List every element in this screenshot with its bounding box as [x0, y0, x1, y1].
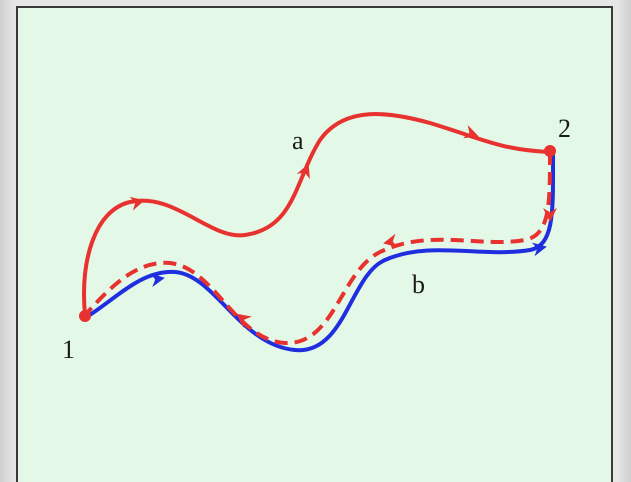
- path-b-curve: [83, 151, 556, 353]
- return-arrow-2: [383, 233, 399, 248]
- label-path-a: a: [292, 126, 304, 155]
- return-path-dashed: [83, 151, 552, 346]
- path-a-curve: [82, 112, 551, 316]
- label-path-b: b: [412, 270, 425, 299]
- point-1-dot: [79, 310, 91, 322]
- point-2-dot: [544, 145, 556, 157]
- diagram-panel: [16, 6, 613, 482]
- label-point-1: 1: [62, 335, 75, 364]
- label-point-2: 2: [558, 114, 571, 143]
